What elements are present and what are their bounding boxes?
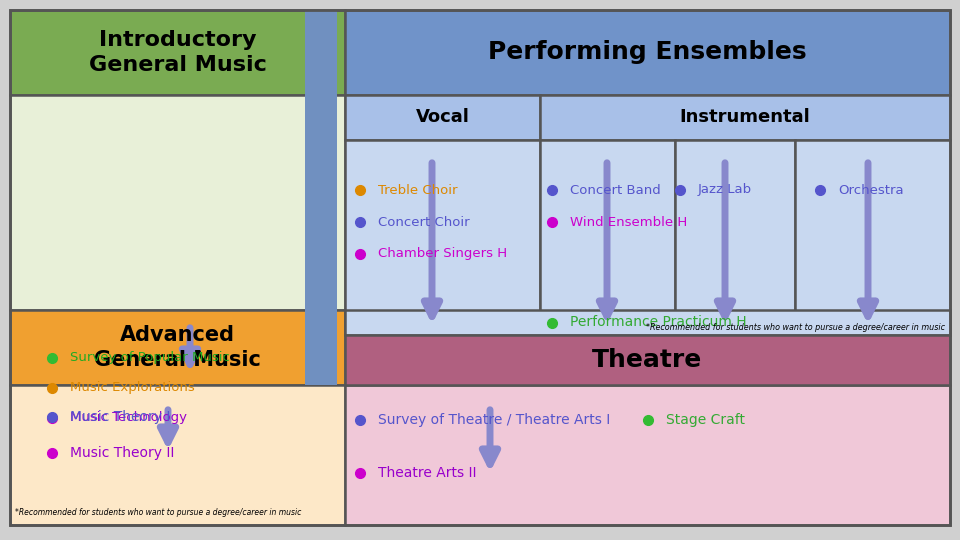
- Bar: [345, 95, 540, 140]
- Text: Theatre Arts II: Theatre Arts II: [378, 466, 476, 480]
- Text: Wind Ensemble H: Wind Ensemble H: [570, 215, 687, 228]
- Text: Music Explorations: Music Explorations: [70, 381, 195, 395]
- Bar: [10, 10, 345, 95]
- Text: Concert Band: Concert Band: [570, 184, 660, 197]
- Bar: [345, 310, 950, 335]
- Bar: [540, 140, 675, 335]
- Text: Performing Ensembles: Performing Ensembles: [489, 40, 806, 64]
- Bar: [305, 10, 337, 385]
- Text: Performance Practicum H: Performance Practicum H: [570, 315, 747, 329]
- Bar: [795, 140, 950, 335]
- Text: Chamber Singers H: Chamber Singers H: [378, 247, 507, 260]
- Bar: [10, 385, 345, 525]
- Text: Theatre: Theatre: [592, 348, 703, 372]
- Text: Stage Craft: Stage Craft: [666, 413, 745, 427]
- Text: Survey of Popular Music: Survey of Popular Music: [70, 352, 229, 365]
- Text: Music Theory I: Music Theory I: [70, 410, 170, 424]
- Text: Survey of Theatre / Theatre Arts I: Survey of Theatre / Theatre Arts I: [378, 413, 611, 427]
- Text: Instrumental: Instrumental: [680, 109, 810, 126]
- Bar: [345, 10, 950, 95]
- Text: Introductory
General Music: Introductory General Music: [88, 30, 267, 75]
- Bar: [345, 385, 950, 525]
- Bar: [10, 95, 345, 310]
- Bar: [345, 140, 540, 335]
- Bar: [345, 335, 950, 385]
- Text: Vocal: Vocal: [416, 109, 469, 126]
- Text: Orchestra: Orchestra: [838, 184, 903, 197]
- Text: *Recommended for students who want to pursue a degree/career in music: *Recommended for students who want to pu…: [646, 323, 945, 332]
- Text: Music Technology: Music Technology: [70, 411, 187, 424]
- Text: Jazz Lab: Jazz Lab: [698, 184, 752, 197]
- Text: *Recommended for students who want to pursue a degree/career in music: *Recommended for students who want to pu…: [15, 508, 301, 517]
- Text: Advanced
General Music: Advanced General Music: [94, 325, 261, 370]
- Bar: [10, 310, 345, 385]
- Bar: [540, 95, 950, 140]
- Text: Concert Choir: Concert Choir: [378, 215, 469, 228]
- Text: Treble Choir: Treble Choir: [378, 184, 458, 197]
- Text: Music Theory II: Music Theory II: [70, 446, 175, 460]
- Bar: [675, 140, 795, 335]
